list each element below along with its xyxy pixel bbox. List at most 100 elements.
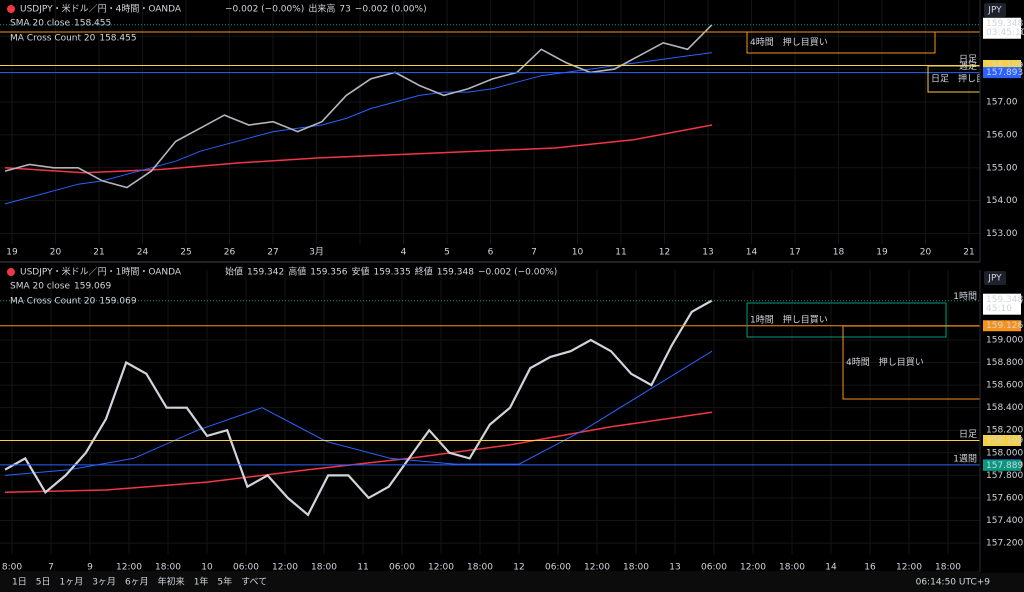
symbol-title: USDJPY・米ドル／円・4時間・OANDA [20, 3, 182, 15]
y-tick-label: 158.600 [986, 381, 1023, 391]
x-tick-label: 19 [6, 248, 18, 258]
level-tag-bg [983, 435, 1021, 447]
x-tick-label: 18:00 [623, 563, 649, 573]
y-tick-label: 157.400 [986, 516, 1023, 526]
price-line [4, 24, 713, 189]
long-ma-line [4, 411, 713, 494]
symbol-title: USDJPY・米ドル／円・1時間・OANDA [20, 266, 182, 278]
x-tick-label: 14 [825, 563, 837, 573]
y-tick-label: 155.00 [986, 163, 1018, 173]
y-tick-label: 158.200 [986, 426, 1023, 436]
header-open-label: 始値 [225, 266, 243, 278]
symbol-icon [7, 268, 15, 276]
range-button[interactable]: 年初来 [158, 576, 185, 588]
header-open: 159.342 [247, 268, 284, 278]
y-tick-label: 153.00 [986, 229, 1018, 239]
x-tick-label: 14 [746, 248, 758, 258]
mcc-label: MA Cross Count 20 [10, 297, 96, 307]
mcc-value: 159.069 [99, 297, 136, 307]
x-tick-label: 18:00 [155, 563, 181, 573]
x-tick-label: 12:00 [896, 563, 922, 573]
level-label: 日足 [959, 54, 977, 65]
countdown: 03:45:10 [986, 28, 1024, 38]
level-tag: 158.109 [986, 436, 1023, 446]
x-tick-label: 11 [615, 248, 626, 258]
header-close: 159.348 [437, 268, 474, 278]
currency-button[interactable] [984, 3, 1006, 17]
x-tick-label: 18:00 [311, 563, 337, 573]
range-button[interactable]: 1日 [12, 577, 27, 588]
x-tick-label: 20 [920, 248, 932, 258]
x-tick-label: 21 [93, 248, 104, 258]
range-button[interactable]: すべて [241, 577, 267, 588]
x-tick-label: 9 [87, 563, 93, 573]
x-tick-label: 12:00 [272, 563, 298, 573]
x-tick-label: 27 [267, 248, 278, 258]
y-tick-label: 154.00 [986, 196, 1018, 206]
header-volume: 73 [339, 5, 350, 15]
x-tick-label: 18 [833, 248, 845, 258]
currency-button[interactable] [984, 271, 1006, 285]
level-tag: 159.126 [986, 321, 1023, 331]
x-tick-label: 11 [357, 563, 368, 573]
header-high-label: 高値 [288, 266, 306, 278]
level-tag-bg [983, 59, 1021, 71]
mcc-value: 158.455 [99, 34, 136, 44]
x-tick-label: 06:00 [389, 563, 415, 573]
header-change: −0.002 (−0.00%) [225, 5, 304, 15]
long-ma-line [4, 124, 713, 174]
y-tick-label: 158.400 [986, 403, 1023, 413]
level-tag: 157.893 [986, 68, 1023, 78]
range-button[interactable]: 3ヶ月 [92, 577, 116, 588]
x-tick-label: 06:00 [701, 563, 727, 573]
price-line [4, 299, 713, 517]
y-tick-label: 156.00 [986, 130, 1018, 140]
x-tick-label: 7 [531, 248, 537, 258]
x-tick-label: 24 [137, 248, 149, 258]
x-tick-label: 21 [963, 248, 974, 258]
x-tick-label: 16 [864, 563, 876, 573]
bottom-toolbar [0, 571, 1024, 592]
range-button[interactable]: 5日 [36, 577, 51, 588]
x-tick-label: 3月 [309, 247, 324, 258]
annotation-text: 4時間 押し目買い [846, 356, 924, 368]
header-high: 159.356 [310, 268, 347, 278]
x-tick-label: 26 [224, 248, 236, 258]
y-tick-label: 157.600 [986, 493, 1023, 503]
sma-value: 158.455 [74, 19, 111, 29]
level-label: 週足 [959, 61, 977, 72]
range-button[interactable]: 1年 [194, 576, 209, 588]
range-button[interactable]: 6ヶ月 [125, 577, 149, 588]
x-tick-label: 8:00 [2, 563, 22, 573]
x-tick-label: 10 [201, 563, 213, 573]
current-label: 1時間 [953, 291, 977, 302]
sma-label: SMA 20 close [10, 282, 70, 292]
x-tick-label: 5 [444, 248, 450, 258]
y-tick-label: 158.800 [986, 358, 1023, 368]
price-axis [980, 0, 1024, 270]
header-close-label: 終値 [415, 266, 433, 278]
x-tick-label: 13 [702, 248, 713, 258]
x-tick-label: 06:00 [545, 563, 571, 573]
x-tick-label: 12 [513, 563, 524, 573]
annotation-text: 1時間 押し目買い [750, 314, 828, 326]
x-tick-label: 12:00 [584, 563, 610, 573]
level-tag-bg [983, 67, 1021, 79]
y-tick-label: 159.000 [986, 335, 1023, 345]
sma-line [4, 52, 713, 205]
annotation-box [746, 302, 947, 338]
y-tick-label: 158.000 [986, 448, 1023, 458]
range-button[interactable]: 5年 [217, 576, 232, 588]
level-tag-bg [983, 320, 1021, 332]
x-tick-label: 4 [401, 248, 407, 258]
mcc-label: MA Cross Count 20 [10, 34, 96, 44]
current-tag: 159.348 [986, 295, 1023, 305]
x-tick-label: 17 [789, 248, 800, 258]
range-button[interactable]: 1ヶ月 [59, 577, 83, 588]
x-tick-label: 13 [669, 563, 680, 573]
x-tick-label: 18:00 [935, 563, 961, 573]
x-tick-label: 18:00 [467, 563, 493, 573]
annotation-text: 4時間 押し目買い [750, 36, 828, 48]
